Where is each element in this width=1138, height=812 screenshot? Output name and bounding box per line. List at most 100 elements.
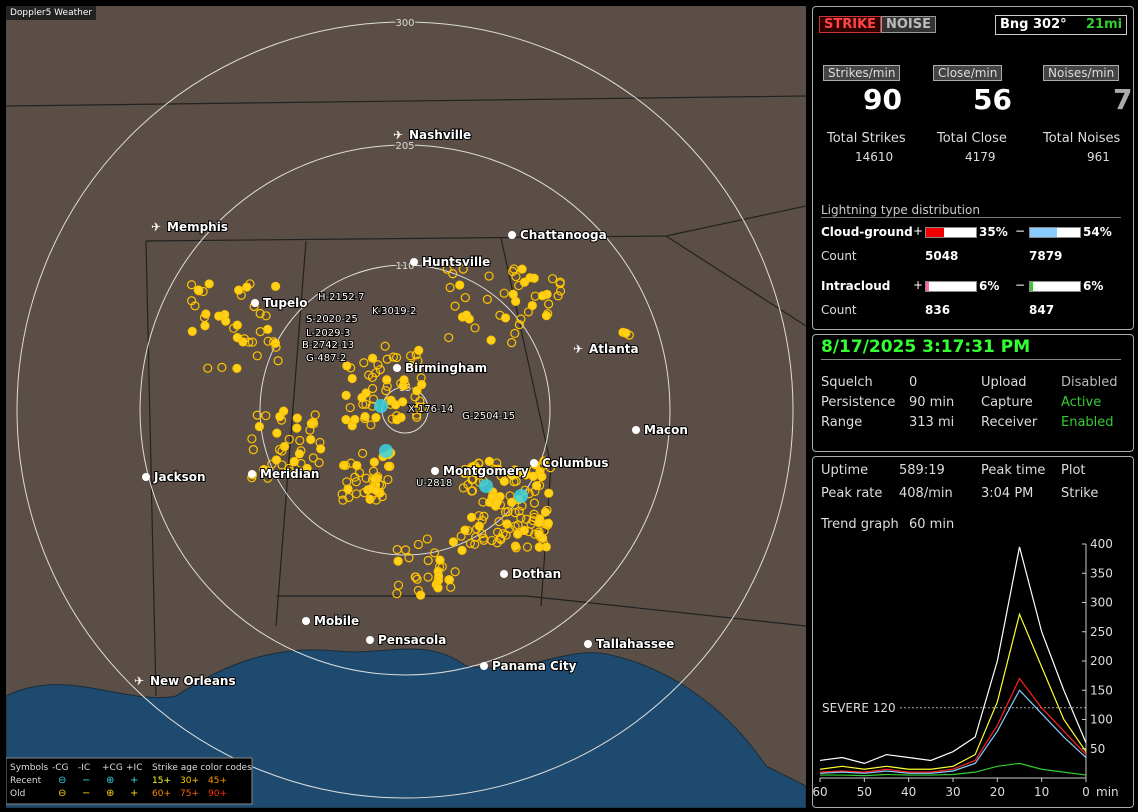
strike-label: X-176-14 [408,404,453,415]
strike-symbol [450,567,460,577]
strike-symbol [380,341,390,351]
legend-text: Strike age color codes [152,763,252,773]
strike-symbol [247,434,257,444]
recent-strike [379,444,393,458]
range-ring [16,21,794,799]
strike-symbol [367,353,378,363]
city-label: Nashville [409,128,471,142]
strike-symbol [514,280,524,291]
y-tick-label: 400 [1090,537,1113,551]
strike-symbol [524,527,534,537]
strike-symbol [274,444,285,455]
distance: 21mi [1086,17,1123,32]
strike-symbol [412,410,422,420]
strike-symbol [540,507,551,517]
strike-symbol [490,464,500,474]
strike-symbol [513,520,523,530]
strike-symbol [296,458,306,469]
city-dot [584,640,592,648]
airport-icon: ✈ [151,220,161,234]
strike-symbol [502,519,512,529]
setting-text: Persistence [821,395,896,410]
strike-symbol [220,310,230,320]
strike-symbol [310,410,320,420]
strike-symbol [511,543,521,553]
strike-symbol [229,323,239,333]
strike-symbol [373,360,383,370]
map: 30020511015✈Nashville✈MemphisChattanooga… [6,6,806,808]
strike-symbol [248,445,258,455]
legend-text: Symbols [10,763,49,773]
strike-symbol [507,470,517,481]
total-label: Total Strikes [827,131,906,146]
legend-text: +IC [126,763,142,773]
strike-symbol [354,468,365,478]
strike-symbol [292,423,302,433]
strike-symbol [316,444,326,454]
legend-text: Recent [10,776,42,786]
strike-symbol [309,419,319,429]
strike-symbol [484,271,494,281]
strike-symbol [405,351,416,361]
range-ring [139,144,671,676]
strike-symbol [277,460,287,470]
strike-symbol [457,545,467,556]
strike-symbol [361,399,371,409]
strike-symbol [406,360,416,370]
airport-icon: ✈ [573,342,583,356]
rate-header: Close/min [933,65,1003,81]
strike-symbol [254,421,264,432]
city-dot [248,470,256,478]
airport-icon: ✈ [134,674,144,688]
strike-symbol [252,351,262,361]
strike-symbol [203,363,213,373]
strike-symbol [261,311,271,321]
strike-symbol [341,415,351,425]
strike-symbol [271,342,281,352]
strike-symbol [359,488,369,498]
y-tick-label: 200 [1090,654,1113,668]
trend-graph-span: 60 min [909,517,955,532]
strike-symbol [470,461,480,471]
strike-label: G-487-2 [306,353,346,364]
trend-graph-label: Trend graph [821,517,899,532]
strike-symbol [371,412,381,423]
legend-symbol: + [130,775,138,786]
setting-text: 90 min [909,395,955,410]
strike-symbol [417,402,427,412]
legend-text: 60+ [152,789,171,799]
strike-symbol [242,282,252,292]
rate-value: 90 [863,83,902,116]
setting-text: Active [1061,395,1102,410]
strike-symbol [367,372,378,382]
strike-symbol [429,548,440,558]
strike-symbol [486,335,496,345]
legend-text: 15+ [152,776,171,786]
legend-text: Old [10,789,25,799]
city-label: Columbus [542,456,609,470]
distribution-track [925,227,977,238]
legend-box [6,757,253,805]
strike-symbol [391,400,401,410]
legend-text: -CG [52,763,69,773]
strike-symbol [444,332,454,343]
trend-info: Peak time [981,463,1046,478]
strike-symbol [368,466,379,476]
strike-symbol [543,518,553,528]
strike-symbol [187,326,197,336]
city-label: Macon [644,423,688,437]
city-dot [302,617,310,625]
strike-symbol [504,523,515,534]
total-value: 4179 [965,150,996,164]
plus-sign: + [913,278,924,292]
strike-symbol [530,291,540,301]
count-label: Count [821,249,857,263]
group-label: Intracloud [821,279,891,293]
strike-symbol [547,274,558,284]
legend-symbol: − [82,775,90,786]
strike-symbol [255,327,265,337]
y-tick-label: 150 [1090,683,1113,697]
city-dot [410,258,418,266]
strike-symbol [375,364,385,375]
strike-symbol [477,515,487,525]
